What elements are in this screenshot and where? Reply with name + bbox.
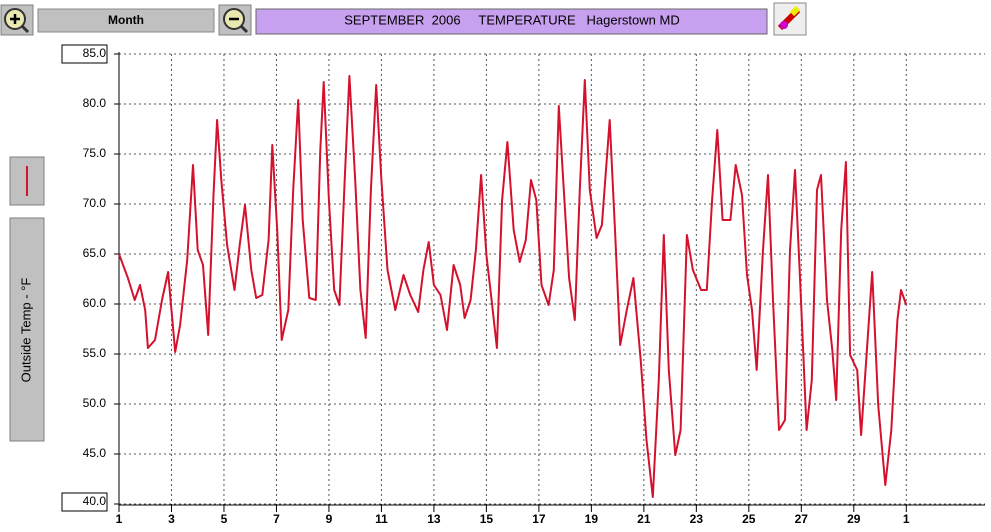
x-tick-label: 11 <box>375 512 388 526</box>
x-tick-label: 7 <box>273 512 280 526</box>
x-tick-label: 13 <box>427 512 441 526</box>
tool-icon[interactable] <box>773 2 807 36</box>
y-tick-label: 70.0 <box>83 196 107 210</box>
period-label: Month <box>108 13 144 27</box>
y-tick-label: 45.0 <box>83 446 107 460</box>
x-tick-label: 29 <box>847 512 861 526</box>
chart-title: SEPTEMBER 2006 TEMPERATURE Hagerstown MD <box>344 12 679 27</box>
y-tick-label: 60.0 <box>83 296 107 310</box>
y-tick-label: 85.0 <box>83 46 107 60</box>
y-tick-box <box>61 492 108 512</box>
y-tick-label: 65.0 <box>83 246 107 260</box>
x-tick-label: 17 <box>532 512 546 526</box>
y-tick-box <box>61 44 108 64</box>
series-button[interactable] <box>9 156 45 206</box>
y-tick-label: 75.0 <box>83 146 107 160</box>
period-button[interactable]: Month <box>37 8 215 33</box>
title-bar <box>255 8 768 35</box>
x-tick-label: 27 <box>795 512 809 526</box>
y-tick-label: 50.0 <box>83 396 107 410</box>
x-tick-label: 21 <box>637 512 651 526</box>
y-axis-label: Outside Temp - °F <box>18 278 33 383</box>
y-label-panel <box>9 217 45 442</box>
zoom-out-button[interactable] <box>218 4 252 36</box>
temperature-line <box>118 75 908 498</box>
x-tick-label: 19 <box>585 512 599 526</box>
y-tick-label: 55.0 <box>83 346 107 360</box>
y-tick-label: 80.0 <box>83 96 107 110</box>
x-tick-label: 23 <box>690 512 704 526</box>
x-tick-label: 15 <box>480 512 494 526</box>
x-tick-label: 1 <box>903 512 910 526</box>
x-tick-label: 1 <box>116 512 123 526</box>
x-tick-label: 25 <box>742 512 756 526</box>
x-tick-label: 5 <box>221 512 228 526</box>
x-tick-label: 9 <box>326 512 333 526</box>
zoom-in-button[interactable] <box>0 4 34 36</box>
x-tick-label: 3 <box>168 512 175 526</box>
y-tick-label: 40.0 <box>83 494 107 508</box>
